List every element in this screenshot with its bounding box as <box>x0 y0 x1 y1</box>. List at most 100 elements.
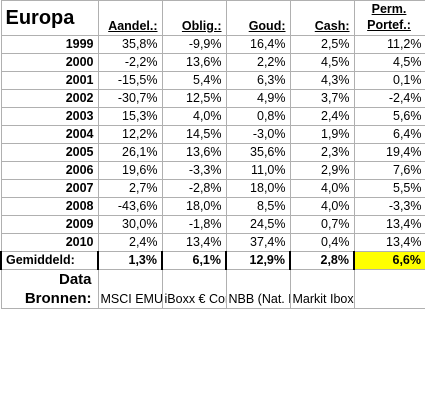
perm-cell[interactable]: 0,1% <box>353 71 425 90</box>
oblig-cell[interactable]: 13,4% <box>161 233 227 252</box>
year-cell[interactable]: 2002 <box>0 89 99 108</box>
perm-cell[interactable]: -2,4% <box>353 89 425 108</box>
perm-cell[interactable]: 19,4% <box>353 143 425 162</box>
header-perm[interactable]: Perm. Portef.: <box>353 0 425 36</box>
aandel-cell[interactable]: 2,4% <box>97 233 163 252</box>
goud-cell[interactable]: 37,4% <box>225 233 291 252</box>
perm-cell[interactable]: 13,4% <box>353 215 425 234</box>
perm-cell[interactable]: 5,6% <box>353 107 425 126</box>
year-cell[interactable]: 2009 <box>0 215 99 234</box>
cash-cell[interactable]: 2,5% <box>289 35 355 54</box>
table-row: 2001 -15,5% 5,4% 6,3% 4,3% 0,1% <box>0 71 425 90</box>
table-row: 2009 30,0% -1,8% 24,5% 0,7% 13,4% <box>0 215 425 234</box>
aandel-cell[interactable]: 19,6% <box>97 161 163 180</box>
table-row: 2010 2,4% 13,4% 37,4% 0,4% 13,4% <box>0 233 425 252</box>
sources-label[interactable]: Data Bronnen: <box>0 269 99 309</box>
cash-cell[interactable]: 2,4% <box>289 107 355 126</box>
year-cell[interactable]: 2004 <box>0 125 99 144</box>
goud-cell[interactable]: 35,6% <box>225 143 291 162</box>
year-cell[interactable]: 2001 <box>0 71 99 90</box>
goud-cell[interactable]: 6,3% <box>225 71 291 90</box>
aandel-cell[interactable]: -30,7% <box>97 89 163 108</box>
perm-cell[interactable]: 4,5% <box>353 53 425 72</box>
perm-cell[interactable]: 6,4% <box>353 125 425 144</box>
aandel-cell[interactable]: 26,1% <box>97 143 163 162</box>
source-cash-cell[interactable]: Markit Iboxx EONIA (Tot. Return) <box>289 269 355 309</box>
perm-cell[interactable]: 5,5% <box>353 179 425 198</box>
oblig-cell[interactable]: -9,9% <box>161 35 227 54</box>
year-cell[interactable]: 2008 <box>0 197 99 216</box>
cash-cell[interactable]: 4,0% <box>289 197 355 216</box>
cash-cell[interactable]: 0,4% <box>289 233 355 252</box>
cash-cell[interactable]: 4,0% <box>289 179 355 198</box>
average-perm-cell[interactable]: 6,6% <box>353 251 425 270</box>
year-cell[interactable]: 2000 <box>0 53 99 72</box>
cash-cell[interactable]: 2,3% <box>289 143 355 162</box>
header-goud[interactable]: Goud: <box>225 0 291 36</box>
year-cell[interactable]: 2006 <box>0 161 99 180</box>
goud-cell[interactable]: 11,0% <box>225 161 291 180</box>
oblig-cell[interactable]: 18,0% <box>161 197 227 216</box>
table-row: 2008 -43,6% 18,0% 8,5% 4,0% -3,3% <box>0 197 425 216</box>
cash-cell[interactable]: 0,7% <box>289 215 355 234</box>
goud-cell[interactable]: 4,9% <box>225 89 291 108</box>
oblig-cell[interactable]: 13,6% <box>161 53 227 72</box>
oblig-cell[interactable]: -2,8% <box>161 179 227 198</box>
perm-cell[interactable]: 7,6% <box>353 161 425 180</box>
average-aandel-cell[interactable]: 1,3% <box>97 251 163 270</box>
goud-cell[interactable]: 0,8% <box>225 107 291 126</box>
aandel-cell[interactable]: 35,8% <box>97 35 163 54</box>
source-oblig-cell[interactable]: iBoxx € Corporates AAA 10+ (years to mat… <box>161 269 227 309</box>
cash-cell[interactable]: 4,3% <box>289 71 355 90</box>
cash-cell[interactable]: 3,7% <box>289 89 355 108</box>
source-perm-cell[interactable] <box>353 269 425 309</box>
aandel-cell[interactable]: 30,0% <box>97 215 163 234</box>
oblig-cell[interactable]: -3,3% <box>161 161 227 180</box>
perm-cell[interactable]: 13,4% <box>353 233 425 252</box>
oblig-cell[interactable]: 12,5% <box>161 89 227 108</box>
year-cell[interactable]: 2007 <box>0 179 99 198</box>
cash-cell[interactable]: 1,9% <box>289 125 355 144</box>
header-oblig[interactable]: Oblig.: <box>161 0 227 36</box>
aandel-cell[interactable]: -2,2% <box>97 53 163 72</box>
cash-cell[interactable]: 4,5% <box>289 53 355 72</box>
aandel-cell[interactable]: -43,6% <box>97 197 163 216</box>
year-cell[interactable]: 2003 <box>0 107 99 126</box>
aandel-cell[interactable]: 12,2% <box>97 125 163 144</box>
oblig-cell[interactable]: -1,8% <box>161 215 227 234</box>
goud-cell[interactable]: 8,5% <box>225 197 291 216</box>
aandel-cell[interactable]: 2,7% <box>97 179 163 198</box>
goud-cell[interactable]: 18,0% <box>225 179 291 198</box>
sources-row: Data Bronnen: MSCI EMU index (net)iBoxx € … <box>0 269 425 309</box>
header-cash-label: Cash: <box>314 19 350 33</box>
goud-cell[interactable]: -3,0% <box>225 125 291 144</box>
table-title[interactable]: Europa <box>0 0 99 36</box>
cash-cell[interactable]: 2,9% <box>289 161 355 180</box>
source-goud-cell[interactable]: NBB (Nat. Bank Belgie) <box>225 269 291 309</box>
year-cell[interactable]: 2005 <box>0 143 99 162</box>
table-row: 2007 2,7% -2,8% 18,0% 4,0% 5,5% <box>0 179 425 198</box>
aandel-cell[interactable]: -15,5% <box>97 71 163 90</box>
oblig-cell[interactable]: 5,4% <box>161 71 227 90</box>
table-row: 2005 26,1% 13,6% 35,6% 2,3% 19,4% <box>0 143 425 162</box>
header-aandel[interactable]: Aandel.: <box>97 0 163 36</box>
goud-cell[interactable]: 2,2% <box>225 53 291 72</box>
goud-cell[interactable]: 24,5% <box>225 215 291 234</box>
average-cash-cell[interactable]: 2,8% <box>289 251 355 270</box>
year-cell[interactable]: 1999 <box>0 35 99 54</box>
returns-table: Europa Aandel.: Oblig.: Goud: Cash: Perm… <box>0 0 425 309</box>
year-cell[interactable]: 2010 <box>0 233 99 252</box>
average-label[interactable]: Gemiddeld: <box>0 251 99 270</box>
header-aandel-label: Aandel.: <box>108 19 158 33</box>
goud-cell[interactable]: 16,4% <box>225 35 291 54</box>
header-cash[interactable]: Cash: <box>289 0 355 36</box>
oblig-cell[interactable]: 13,6% <box>161 143 227 162</box>
perm-cell[interactable]: 11,2% <box>353 35 425 54</box>
oblig-cell[interactable]: 14,5% <box>161 125 227 144</box>
aandel-cell[interactable]: 15,3% <box>97 107 163 126</box>
average-oblig-cell[interactable]: 6,1% <box>161 251 227 270</box>
oblig-cell[interactable]: 4,0% <box>161 107 227 126</box>
average-goud-cell[interactable]: 12,9% <box>225 251 291 270</box>
perm-cell[interactable]: -3,3% <box>353 197 425 216</box>
source-aandel-cell[interactable]: MSCI EMU index (net) <box>97 269 163 309</box>
